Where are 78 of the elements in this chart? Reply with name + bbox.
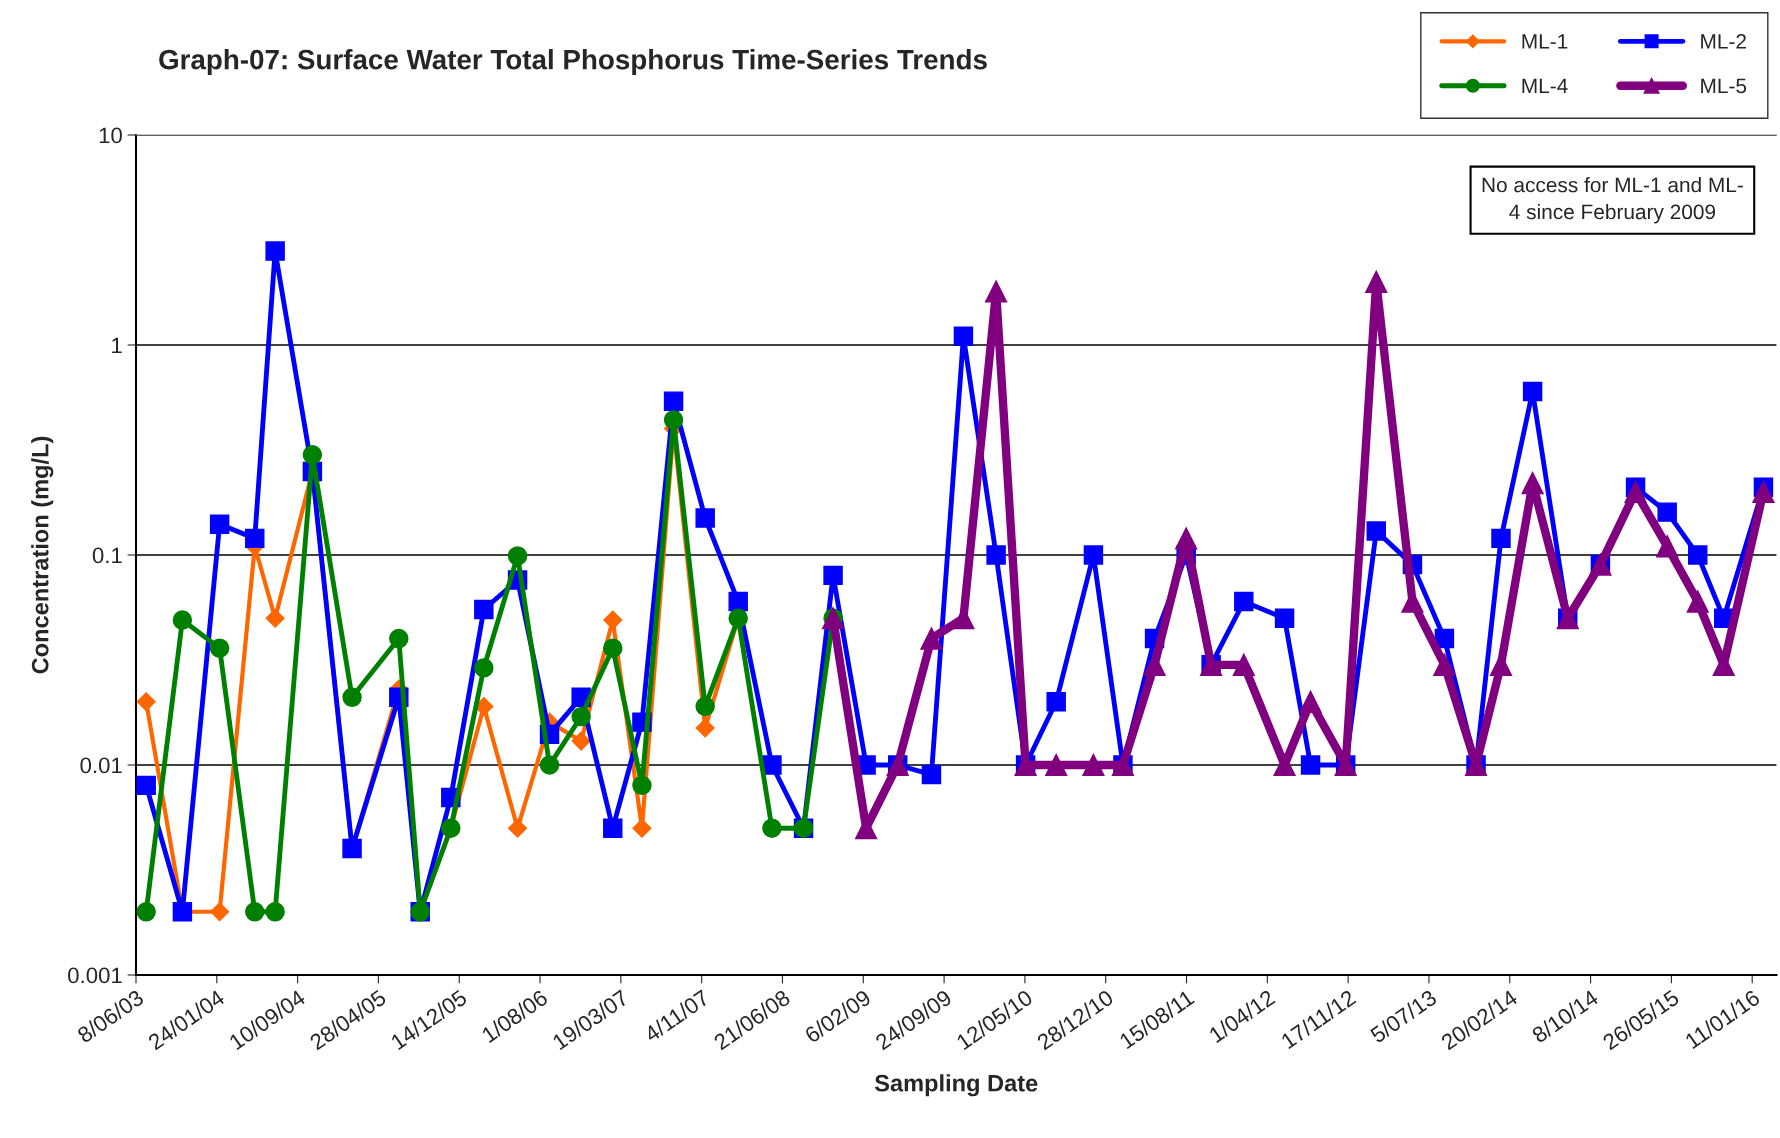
point xyxy=(1274,608,1295,628)
point xyxy=(245,528,265,549)
point xyxy=(209,514,230,535)
point xyxy=(632,818,652,838)
legend-label: ML-1 xyxy=(1522,34,1568,49)
point xyxy=(210,902,230,922)
point xyxy=(984,280,1008,303)
point xyxy=(1232,653,1255,676)
point xyxy=(342,687,362,708)
point xyxy=(209,638,230,658)
point xyxy=(265,902,285,922)
y-axis-title: Concentration (mg/L) xyxy=(31,436,54,674)
point xyxy=(1046,692,1066,712)
point xyxy=(136,902,156,922)
point xyxy=(663,391,684,411)
legend-label: ML-2 xyxy=(1701,34,1746,49)
point xyxy=(508,818,528,838)
point xyxy=(603,818,623,838)
point xyxy=(953,326,974,347)
point xyxy=(1300,755,1321,775)
point xyxy=(1624,480,1647,503)
point xyxy=(1234,591,1254,612)
point xyxy=(695,696,715,717)
point xyxy=(823,565,843,586)
point xyxy=(920,627,943,650)
point xyxy=(136,692,156,712)
point xyxy=(245,902,265,922)
legend-label: ML-5 xyxy=(1701,78,1747,94)
point xyxy=(1521,471,1544,495)
point xyxy=(663,410,684,430)
y-tick-label: 10 xyxy=(99,127,122,144)
point xyxy=(571,731,591,751)
point xyxy=(1299,690,1322,713)
point xyxy=(1143,653,1166,676)
point xyxy=(762,755,782,775)
point xyxy=(1273,753,1296,777)
point xyxy=(603,610,623,630)
point xyxy=(1365,270,1388,293)
point xyxy=(762,818,782,838)
point xyxy=(695,718,715,738)
point xyxy=(1686,590,1709,613)
point xyxy=(1656,535,1679,558)
point xyxy=(136,775,156,796)
y-tick-label: 0.001 xyxy=(68,967,122,984)
y-tick-label: 0.01 xyxy=(80,757,122,774)
chart-title: Graph-07: Surface Water Total Phosphorus Time-Series Trends xyxy=(159,49,987,75)
point xyxy=(1045,753,1068,777)
point xyxy=(265,241,285,261)
annotation: No access for ML-1 and ML- 4 since February 2009 xyxy=(1482,177,1743,224)
point xyxy=(389,628,409,649)
y-tick-label: 1 xyxy=(112,337,122,354)
point xyxy=(986,545,1006,565)
point xyxy=(539,755,560,775)
point xyxy=(1175,527,1198,550)
point xyxy=(1082,753,1105,777)
legend-label: ML-4 xyxy=(1522,78,1568,94)
point xyxy=(1366,521,1386,541)
x-axis-title: Sampling Date xyxy=(874,1074,1038,1097)
point xyxy=(474,599,494,620)
y-tick-label: 0.1 xyxy=(92,547,122,564)
point xyxy=(172,610,193,630)
point xyxy=(265,608,285,628)
point xyxy=(1083,545,1104,565)
point xyxy=(571,706,591,727)
point xyxy=(507,546,528,566)
point xyxy=(302,445,323,465)
point xyxy=(1657,502,1677,522)
point xyxy=(1433,653,1456,676)
point xyxy=(1522,381,1543,402)
point xyxy=(1688,545,1708,565)
point xyxy=(921,764,942,785)
point xyxy=(1752,480,1775,503)
point xyxy=(1491,528,1511,549)
point xyxy=(728,591,748,612)
point xyxy=(632,775,652,796)
point xyxy=(474,658,494,678)
point xyxy=(695,508,715,528)
point xyxy=(603,638,623,658)
